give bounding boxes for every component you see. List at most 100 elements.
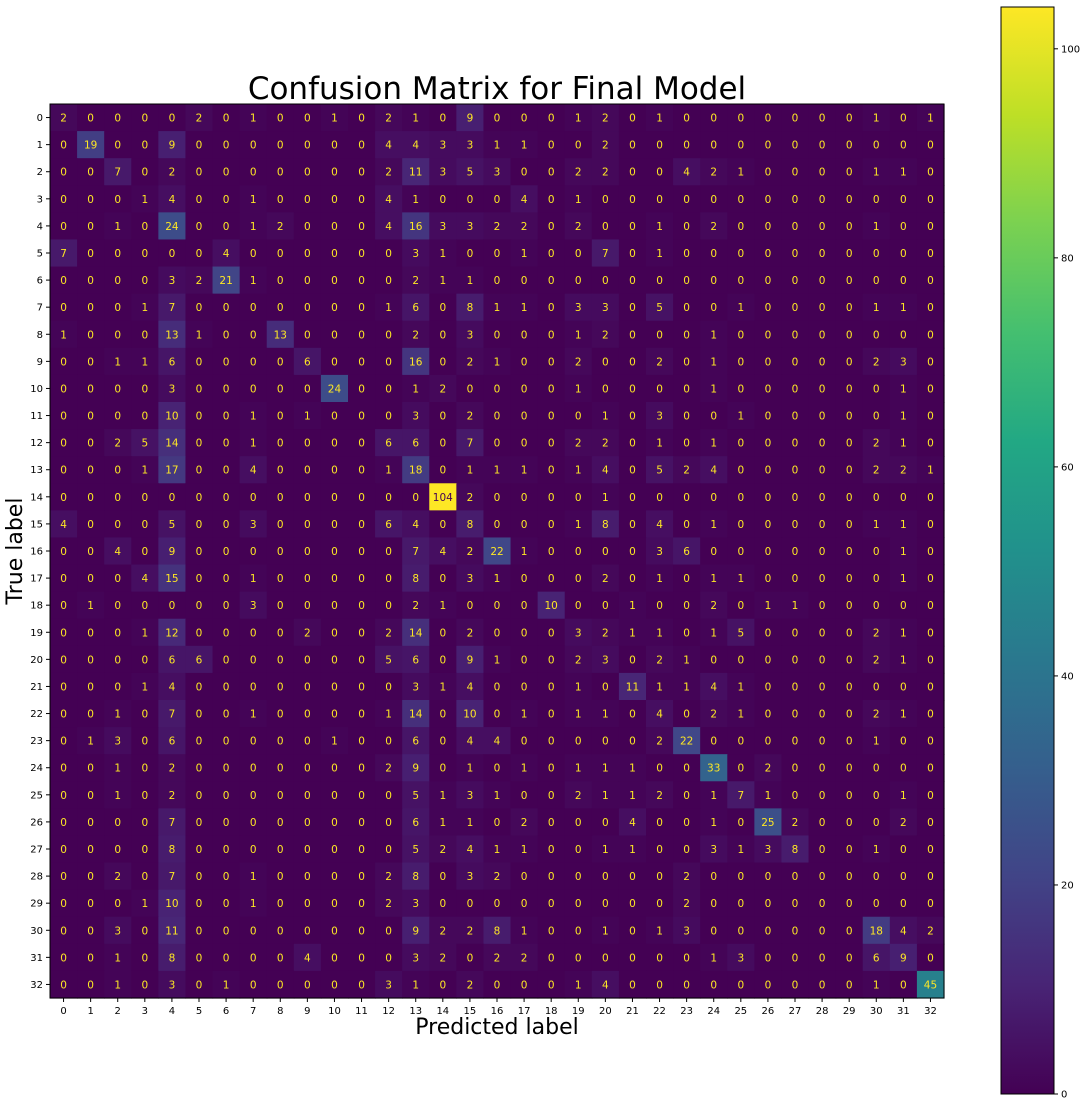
cell-value-label: 0: [548, 383, 555, 395]
heatmap-cell: [889, 212, 918, 241]
heatmap-cell: [429, 727, 457, 755]
cell-value-label: 0: [223, 194, 230, 206]
heatmap-cell: [131, 700, 159, 728]
cell-value-label: 0: [548, 438, 555, 450]
cell-value-label: 0: [819, 681, 826, 693]
heatmap-cell: [348, 645, 376, 674]
cell-value-label: 1: [494, 356, 501, 368]
cell-value-label: 2: [412, 275, 419, 287]
cell-value-label: 0: [819, 573, 826, 585]
cell-value-label: 18: [409, 465, 422, 477]
cell-value-label: 0: [846, 844, 853, 856]
heatmap-cell: [862, 510, 891, 539]
heatmap-cell: [375, 645, 403, 674]
cell-value-label: 0: [846, 790, 853, 802]
heatmap-cell: [808, 293, 837, 322]
cell-value-label: 0: [87, 438, 94, 450]
heatmap-cell: [402, 591, 430, 620]
cell-value-label: 2: [900, 817, 907, 829]
cell-value-label: 0: [846, 248, 853, 260]
cell-value-label: 0: [277, 681, 284, 693]
heatmap-cell: [239, 483, 268, 511]
heatmap-cell: [402, 158, 430, 186]
heatmap-cell: [537, 889, 566, 918]
cell-value-label: 2: [467, 411, 474, 423]
cell-value-label: 0: [792, 952, 799, 964]
cell-value-label: 2: [710, 600, 717, 612]
heatmap-cell: [700, 483, 728, 511]
cell-value-label: 0: [765, 925, 772, 937]
heatmap-cell: [50, 131, 78, 159]
heatmap-cell: [564, 889, 593, 918]
heatmap-cell: [77, 564, 105, 593]
heatmap-cell: [646, 402, 674, 430]
heatmap-cell: [510, 591, 539, 620]
cell-value-label: 0: [575, 844, 582, 856]
cell-value-label: 0: [548, 465, 555, 477]
heatmap-cell: [212, 727, 241, 755]
cell-value-label: 0: [439, 329, 446, 341]
cell-value-label: 0: [304, 302, 311, 314]
cell-value-label: 0: [873, 763, 880, 775]
heatmap-cell: [131, 456, 159, 484]
cell-value-label: 0: [737, 194, 744, 206]
heatmap-cell: [673, 510, 701, 539]
cell-value-label: 0: [521, 167, 528, 179]
heatmap-cell: [402, 700, 430, 728]
heatmap-cell: [483, 239, 512, 268]
cell-value-label: 0: [710, 275, 717, 287]
y-tick-label: 31: [30, 953, 43, 964]
cell-value-label: 0: [683, 844, 690, 856]
cell-value-label: 0: [737, 925, 744, 937]
heatmap-cell: [212, 429, 241, 457]
heatmap-cell: [781, 483, 810, 511]
cell-value-label: 0: [196, 519, 203, 531]
cell-value-label: 0: [114, 329, 121, 341]
cell-value-label: 1: [737, 844, 744, 856]
cell-value-label: 0: [873, 790, 880, 802]
cell-value-label: 0: [250, 302, 257, 314]
cell-value-label: 0: [819, 844, 826, 856]
cell-value-label: 0: [358, 736, 365, 748]
cell-value-label: 0: [819, 654, 826, 666]
cell-value-label: 13: [274, 329, 287, 341]
cell-value-label: 3: [467, 221, 474, 233]
cell-value-label: 0: [602, 817, 609, 829]
heatmap-cell: [456, 158, 485, 186]
heatmap-cell: [646, 672, 674, 701]
heatmap-cell: [104, 510, 132, 539]
cell-value-label: 0: [60, 167, 67, 179]
cell-value-label: 0: [358, 438, 365, 450]
cell-value-label: 1: [629, 600, 636, 612]
cell-value-label: 0: [141, 383, 148, 395]
cell-value-label: 0: [629, 654, 636, 666]
cell-value-label: 0: [819, 411, 826, 423]
heatmap-cell: [781, 537, 810, 566]
cell-value-label: 0: [521, 383, 528, 395]
cell-value-label: 0: [304, 248, 311, 260]
cell-value-label: 0: [358, 140, 365, 152]
heatmap-cell: [320, 510, 349, 539]
cell-value-label: 0: [927, 573, 934, 585]
cell-value-label: 1: [521, 302, 528, 314]
cell-value-label: 0: [927, 898, 934, 910]
heatmap-cell: [50, 185, 78, 213]
heatmap-cell: [564, 618, 593, 647]
cell-value-label: 0: [223, 871, 230, 883]
heatmap-cell: [77, 239, 105, 268]
colorbar-tick-label: 60: [1061, 462, 1074, 473]
heatmap-cell: [50, 862, 78, 891]
cell-value-label: 0: [873, 383, 880, 395]
cell-value-label: 1: [873, 519, 880, 531]
cell-value-label: 0: [629, 952, 636, 964]
cell-value-label: 0: [250, 763, 257, 775]
y-tick-label: 19: [30, 628, 43, 639]
cell-value-label: 0: [575, 952, 582, 964]
cell-value-label: 0: [521, 329, 528, 341]
cell-value-label: 5: [656, 465, 663, 477]
cell-value-label: 0: [196, 817, 203, 829]
cell-value-label: 0: [900, 194, 907, 206]
cell-value-label: 0: [521, 681, 528, 693]
heatmap-cell: [916, 185, 945, 213]
